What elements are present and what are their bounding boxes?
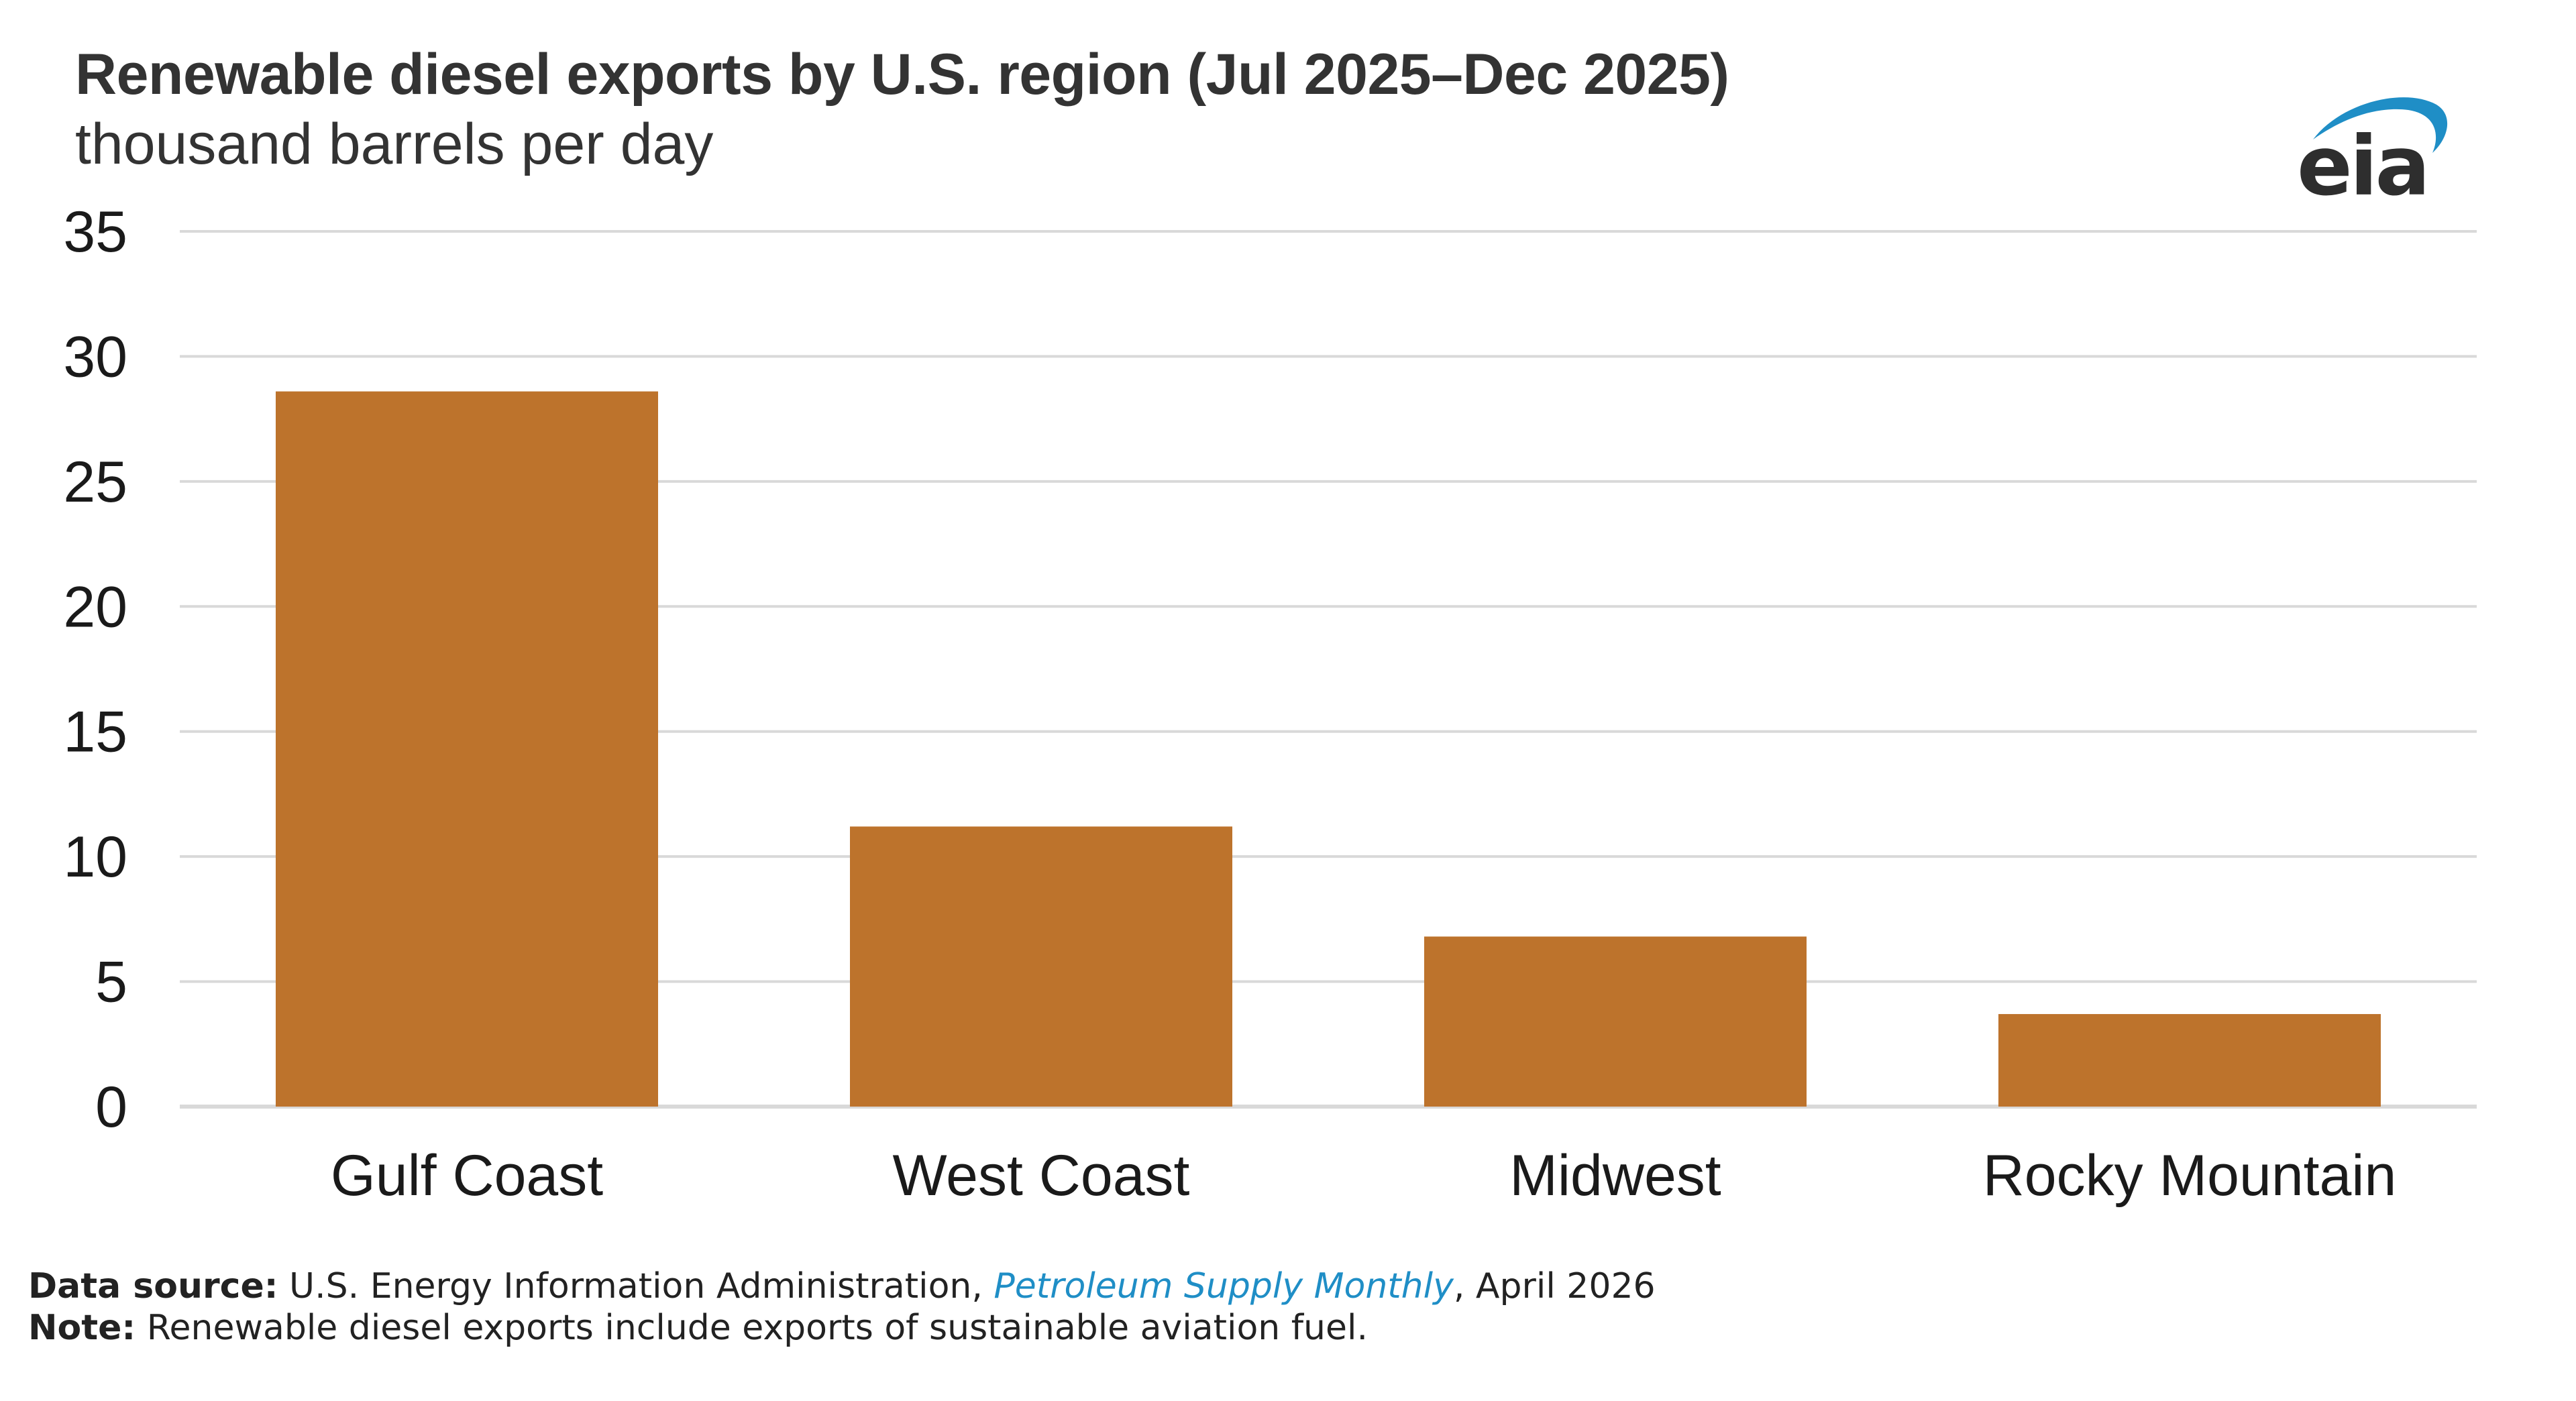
- note-text: Renewable diesel exports include exports…: [136, 1308, 1368, 1348]
- y-tick-label: 25: [63, 450, 127, 514]
- y-tick-label: 15: [63, 700, 127, 765]
- data-source-line: Data source: U.S. Energy Information Adm…: [28, 1266, 1656, 1306]
- note-line: Note: Renewable diesel exports include e…: [28, 1308, 1368, 1348]
- bars: [276, 391, 2381, 1107]
- bar-midwest: [1424, 936, 1807, 1107]
- y-tick-label: 5: [95, 950, 127, 1015]
- y-axis-ticks: 0 5 10 15 20 25 30 35: [63, 200, 127, 1139]
- x-tick-label: Midwest: [1509, 1143, 1721, 1208]
- eia-logo: eia: [2297, 97, 2448, 208]
- y-tick-label: 10: [63, 825, 127, 889]
- bar-chart: 0 5 10 15 20 25 30 35 Gulf Coast West Coast Midwe…: [63, 200, 2477, 1208]
- data-source-label: Data source:: [28, 1266, 278, 1306]
- data-source-date: , April 2026: [1453, 1266, 1656, 1306]
- y-tick-label: 20: [63, 575, 127, 639]
- data-source-text: U.S. Energy Information Administration,: [278, 1266, 994, 1306]
- x-tick-label: West Coast: [893, 1143, 1190, 1208]
- data-source-link[interactable]: Petroleum Supply Monthly: [994, 1266, 1454, 1306]
- eia-logo-text: eia: [2297, 119, 2428, 208]
- x-tick-label: Rocky Mountain: [1983, 1143, 2397, 1208]
- y-tick-label: 30: [63, 325, 127, 389]
- y-tick-label: 0: [95, 1075, 127, 1139]
- y-tick-label: 35: [63, 200, 127, 264]
- bar-west-coast: [850, 826, 1232, 1107]
- x-axis-ticks: Gulf Coast West Coast Midwest Rocky Mountai…: [331, 1143, 2396, 1208]
- note-label: Note:: [28, 1308, 136, 1348]
- chart-title: Renewable diesel exports by U.S. region …: [75, 42, 1729, 107]
- eia-logo-swoosh: [2313, 97, 2448, 153]
- x-tick-label: Gulf Coast: [331, 1143, 603, 1208]
- bar-rocky-mountain: [1998, 1014, 2381, 1107]
- chart-subtitle: thousand barrels per day: [75, 112, 714, 176]
- bar-gulf-coast: [276, 391, 658, 1107]
